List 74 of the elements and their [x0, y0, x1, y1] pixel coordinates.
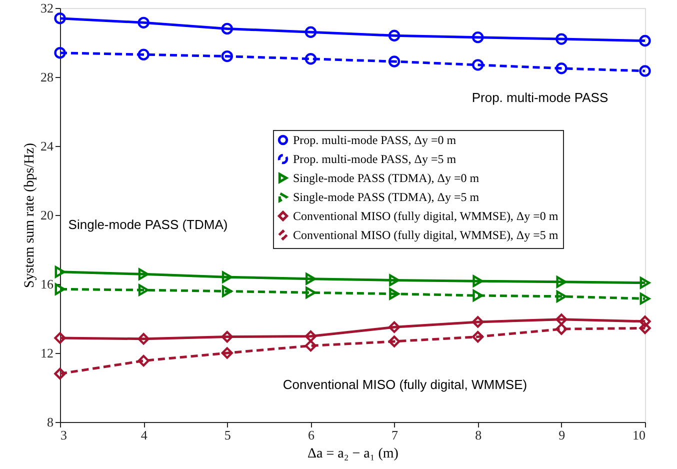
- point: [640, 276, 650, 289]
- x-tick-label: 7: [392, 428, 399, 442]
- point: [639, 322, 651, 334]
- annotation: Conventional MISO (fully digital, WMMSE): [282, 377, 528, 392]
- point: [138, 354, 150, 367]
- point: [54, 12, 66, 24]
- point: [306, 272, 316, 285]
- point: [54, 47, 66, 59]
- legend-label: Prop. multi-mode PASS, Δy =0 m: [293, 133, 457, 147]
- y-axis-title: System sum rate (bps/Hz): [22, 142, 38, 288]
- point: [304, 340, 317, 352]
- x-tick-label: 4: [140, 428, 148, 442]
- point: [640, 292, 650, 305]
- x-tick-label: 9: [558, 428, 566, 442]
- point: [639, 316, 651, 328]
- y-tick-label: 24: [40, 138, 54, 154]
- x-tick-label: 6: [308, 428, 315, 442]
- point: [472, 31, 484, 44]
- point: [389, 288, 400, 300]
- point: [138, 333, 150, 345]
- point: [138, 48, 150, 60]
- point: [556, 290, 567, 302]
- point: [54, 283, 66, 296]
- point: [639, 34, 651, 47]
- point: [389, 274, 400, 286]
- point: [138, 284, 149, 296]
- x-tick-label: 3: [60, 428, 67, 442]
- y-tick-label: 20: [40, 208, 54, 222]
- point: [222, 285, 232, 298]
- point: [556, 62, 568, 74]
- x-tick-label: 5: [224, 428, 231, 442]
- point: [304, 53, 317, 65]
- point: [556, 33, 568, 45]
- x-tick-label: 8: [475, 428, 482, 442]
- point: [304, 330, 317, 342]
- y-tick-label: 12: [40, 346, 54, 360]
- legend-label: Prop. multi-mode PASS, Δy =5 m: [293, 152, 457, 166]
- point: [221, 50, 233, 62]
- point: [221, 347, 233, 359]
- legend-label: Single-mode PASS (TDMA), Δy =0 m: [293, 171, 480, 185]
- annotation: Prop. multi-mode PASS: [472, 90, 608, 105]
- x-axis-title: Δa = a₂ − a₁ (m): [308, 446, 399, 462]
- y-tick-label: 28: [40, 70, 54, 84]
- point: [472, 316, 484, 328]
- point: [54, 332, 66, 344]
- point: [472, 290, 484, 302]
- legend-label: Single-mode PASS (TDMA), Δy =5 m: [293, 190, 480, 204]
- x-tick-label: 10: [632, 428, 646, 442]
- y-tick-label: 16: [40, 276, 54, 292]
- point: [556, 323, 568, 335]
- point: [388, 336, 400, 348]
- point: [556, 276, 567, 288]
- point: [306, 286, 316, 298]
- point: [222, 271, 232, 283]
- point: [639, 65, 651, 77]
- point: [221, 22, 233, 35]
- point: [472, 275, 484, 287]
- point: [556, 314, 568, 326]
- point: [388, 56, 400, 68]
- point: [472, 59, 484, 71]
- annotation: Single-mode PASS (TDMA): [68, 217, 228, 232]
- y-tick-label: 8: [47, 414, 54, 430]
- point: [388, 30, 400, 42]
- point: [472, 330, 484, 343]
- point: [54, 266, 66, 278]
- legend-label: Conventional MISO (fully digital, WMMSE), Δy =0 m: [293, 209, 559, 223]
- point: [138, 268, 149, 280]
- point: [388, 321, 400, 333]
- point: [54, 368, 66, 380]
- point: [304, 26, 317, 38]
- point: [138, 16, 150, 28]
- y-tick-label: 32: [40, 0, 54, 16]
- point: [221, 330, 233, 343]
- legend-label: Conventional MISO (fully digital, WMMSE), Δy =5 m: [293, 228, 559, 242]
